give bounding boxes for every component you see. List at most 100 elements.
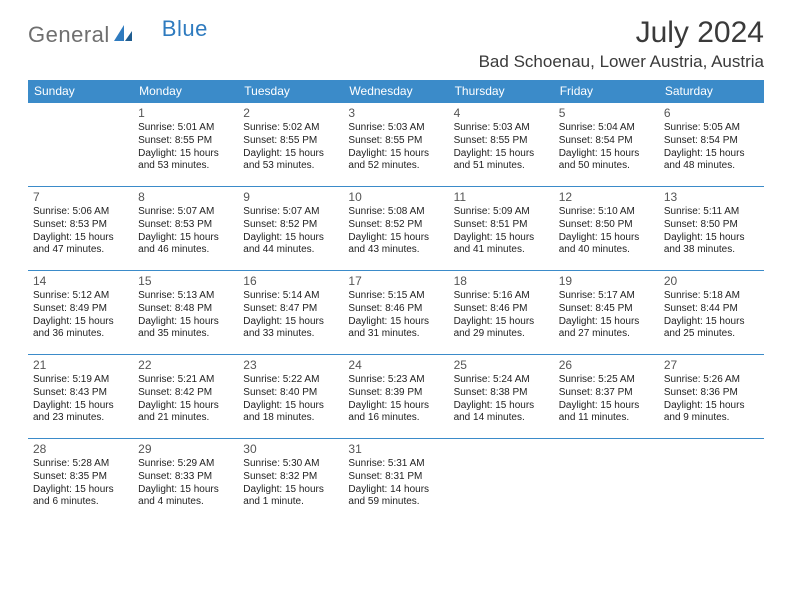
calendar-day-cell: 30Sunrise: 5:30 AMSunset: 8:32 PMDayligh… <box>238 439 343 523</box>
day-info: Sunrise: 5:09 AMSunset: 8:51 PMDaylight:… <box>454 206 549 257</box>
day-info: Sunrise: 5:01 AMSunset: 8:55 PMDaylight:… <box>138 122 233 173</box>
weekday-header: Sunday <box>28 80 133 103</box>
day-number: 26 <box>559 358 654 372</box>
day-number: 23 <box>243 358 338 372</box>
calendar-day-cell <box>28 103 133 187</box>
day-info: Sunrise: 5:03 AMSunset: 8:55 PMDaylight:… <box>348 122 443 173</box>
calendar-day-cell: 22Sunrise: 5:21 AMSunset: 8:42 PMDayligh… <box>133 355 238 439</box>
calendar-table: SundayMondayTuesdayWednesdayThursdayFrid… <box>28 80 764 523</box>
day-info: Sunrise: 5:31 AMSunset: 8:31 PMDaylight:… <box>348 458 443 509</box>
day-info: Sunrise: 5:14 AMSunset: 8:47 PMDaylight:… <box>243 290 338 341</box>
weekday-header: Saturday <box>659 80 764 103</box>
day-number: 31 <box>348 442 443 456</box>
calendar-day-cell: 17Sunrise: 5:15 AMSunset: 8:46 PMDayligh… <box>343 271 448 355</box>
calendar-page: General Blue July 2024 Bad Schoenau, Low… <box>0 0 792 523</box>
day-info: Sunrise: 5:18 AMSunset: 8:44 PMDaylight:… <box>664 290 759 341</box>
weekday-header: Tuesday <box>238 80 343 103</box>
calendar-day-cell: 12 Sunrise: 5:10 AMSunset: 8:50 PMDayligh… <box>554 187 659 271</box>
day-info: Sunrise: 5:12 AMSunset: 8:49 PMDaylight:… <box>33 290 128 341</box>
day-number: 29 <box>138 442 233 456</box>
weekday-header: Thursday <box>449 80 554 103</box>
calendar-day-cell: 28 Sunrise: 5:28 AMSunset: 8:35 PMDayligh… <box>28 439 133 523</box>
day-number: 19 <box>559 274 654 288</box>
calendar-day-cell: 26 Sunrise: 5:25 AMSunset: 8:37 PMDayligh… <box>554 355 659 439</box>
brand-sail-icon <box>112 23 134 48</box>
calendar-day-cell: 7 Sunrise: 5:06 AMSunset: 8:53 PMDaylight… <box>28 187 133 271</box>
brand-text-general: General <box>28 22 110 48</box>
calendar-day-cell: 14 Sunrise: 5:12 AMSunset: 8:49 PMDayligh… <box>28 271 133 355</box>
day-info: Sunrise: 5:13 AMSunset: 8:48 PMDaylight:… <box>138 290 233 341</box>
calendar-day-cell: 27 Sunrise: 5:26 AMSunset: 8:36 PMDayligh… <box>659 355 764 439</box>
day-info: Sunrise: 5:28 AMSunset: 8:35 PMDaylight:… <box>33 458 128 509</box>
calendar-body: 1 Sunrise: 5:01 AMSunset: 8:55 PMDaylight… <box>28 103 764 523</box>
calendar-day-cell: 1 Sunrise: 5:01 AMSunset: 8:55 PMDaylight… <box>133 103 238 187</box>
calendar-week-row: 28 Sunrise: 5:28 AMSunset: 8:35 PMDayligh… <box>28 439 764 523</box>
day-number: 1 <box>138 106 233 120</box>
calendar-day-cell: 9Sunrise: 5:07 AMSunset: 8:52 PMDaylight… <box>238 187 343 271</box>
weekday-header: Friday <box>554 80 659 103</box>
day-info: Sunrise: 5:22 AMSunset: 8:40 PMDaylight:… <box>243 374 338 425</box>
calendar-week-row: 7 Sunrise: 5:06 AMSunset: 8:53 PMDaylight… <box>28 187 764 271</box>
day-info: Sunrise: 5:03 AMSunset: 8:55 PMDaylight:… <box>454 122 549 173</box>
day-number: 25 <box>454 358 549 372</box>
calendar-day-cell: 19 Sunrise: 5:17 AMSunset: 8:45 PMDayligh… <box>554 271 659 355</box>
calendar-day-cell <box>449 439 554 523</box>
day-info: Sunrise: 5:05 AMSunset: 8:54 PMDaylight:… <box>664 122 759 173</box>
day-number: 16 <box>243 274 338 288</box>
calendar-day-cell: 2 Sunrise: 5:02 AMSunset: 8:55 PMDaylight… <box>238 103 343 187</box>
header-row: General Blue July 2024 Bad Schoenau, Low… <box>28 16 764 72</box>
day-info: Sunrise: 5:07 AMSunset: 8:52 PMDaylight:… <box>243 206 338 257</box>
day-info: Sunrise: 5:02 AMSunset: 8:55 PMDaylight:… <box>243 122 338 173</box>
calendar-week-row: 21 Sunrise: 5:19 AMSunset: 8:43 PMDayligh… <box>28 355 764 439</box>
calendar-day-cell: 16 Sunrise: 5:14 AMSunset: 8:47 PMDayligh… <box>238 271 343 355</box>
day-info: Sunrise: 5:04 AMSunset: 8:54 PMDaylight:… <box>559 122 654 173</box>
day-number: 28 <box>33 442 128 456</box>
day-info: Sunrise: 5:24 AMSunset: 8:38 PMDaylight:… <box>454 374 549 425</box>
day-number: 10 <box>348 190 443 204</box>
day-number: 7 <box>33 190 128 204</box>
calendar-day-cell: 25 Sunrise: 5:24 AMSunset: 8:38 PMDayligh… <box>449 355 554 439</box>
day-number: 27 <box>664 358 759 372</box>
day-number: 24 <box>348 358 443 372</box>
calendar-day-cell: 20Sunrise: 5:18 AMSunset: 8:44 PMDayligh… <box>659 271 764 355</box>
location-text: Bad Schoenau, Lower Austria, Austria <box>479 52 764 72</box>
calendar-day-cell <box>554 439 659 523</box>
day-info: Sunrise: 5:29 AMSunset: 8:33 PMDaylight:… <box>138 458 233 509</box>
day-number: 3 <box>348 106 443 120</box>
day-number: 22 <box>138 358 233 372</box>
day-number: 12 <box>559 190 654 204</box>
calendar-day-cell: 10 Sunrise: 5:08 AMSunset: 8:52 PMDayligh… <box>343 187 448 271</box>
day-number: 5 <box>559 106 654 120</box>
day-number: 4 <box>454 106 549 120</box>
calendar-day-cell: 8 Sunrise: 5:07 AMSunset: 8:53 PMDaylight… <box>133 187 238 271</box>
weekday-header: Monday <box>133 80 238 103</box>
day-info: Sunrise: 5:26 AMSunset: 8:36 PMDaylight:… <box>664 374 759 425</box>
day-info: Sunrise: 5:07 AMSunset: 8:53 PMDaylight:… <box>138 206 233 257</box>
day-info: Sunrise: 5:17 AMSunset: 8:45 PMDaylight:… <box>559 290 654 341</box>
day-number: 30 <box>243 442 338 456</box>
day-info: Sunrise: 5:06 AMSunset: 8:53 PMDaylight:… <box>33 206 128 257</box>
calendar-day-cell: 13Sunrise: 5:11 AMSunset: 8:50 PMDayligh… <box>659 187 764 271</box>
day-number: 14 <box>33 274 128 288</box>
calendar-day-cell <box>659 439 764 523</box>
day-number: 18 <box>454 274 549 288</box>
day-number: 21 <box>33 358 128 372</box>
day-info: Sunrise: 5:10 AMSunset: 8:50 PMDaylight:… <box>559 206 654 257</box>
day-number: 8 <box>138 190 233 204</box>
day-info: Sunrise: 5:23 AMSunset: 8:39 PMDaylight:… <box>348 374 443 425</box>
calendar-day-cell: 3 Sunrise: 5:03 AMSunset: 8:55 PMDaylight… <box>343 103 448 187</box>
day-info: Sunrise: 5:25 AMSunset: 8:37 PMDaylight:… <box>559 374 654 425</box>
day-info: Sunrise: 5:08 AMSunset: 8:52 PMDaylight:… <box>348 206 443 257</box>
day-number: 6 <box>664 106 759 120</box>
day-number: 15 <box>138 274 233 288</box>
calendar-day-cell: 11Sunrise: 5:09 AMSunset: 8:51 PMDayligh… <box>449 187 554 271</box>
calendar-day-cell: 21 Sunrise: 5:19 AMSunset: 8:43 PMDayligh… <box>28 355 133 439</box>
day-info: Sunrise: 5:11 AMSunset: 8:50 PMDaylight:… <box>664 206 759 257</box>
day-info: Sunrise: 5:19 AMSunset: 8:43 PMDaylight:… <box>33 374 128 425</box>
calendar-header: SundayMondayTuesdayWednesdayThursdayFrid… <box>28 80 764 103</box>
calendar-day-cell: 23 Sunrise: 5:22 AMSunset: 8:40 PMDayligh… <box>238 355 343 439</box>
calendar-day-cell: 6 Sunrise: 5:05 AMSunset: 8:54 PMDaylight… <box>659 103 764 187</box>
calendar-week-row: 14 Sunrise: 5:12 AMSunset: 8:49 PMDayligh… <box>28 271 764 355</box>
day-number: 2 <box>243 106 338 120</box>
day-number: 17 <box>348 274 443 288</box>
